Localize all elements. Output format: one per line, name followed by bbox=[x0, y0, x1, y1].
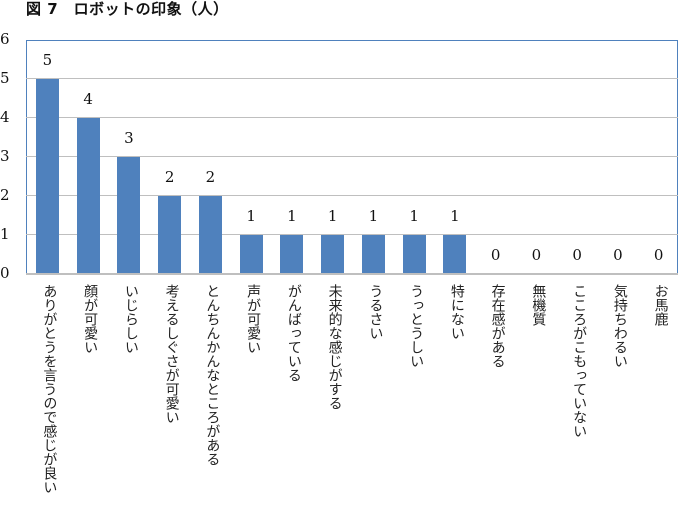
x-tick-label: 存在感がある bbox=[489, 284, 506, 368]
x-tick-label: 特にない bbox=[448, 284, 465, 340]
x-tick-label: いじらしい bbox=[122, 284, 139, 354]
x-tick-label: お馬鹿 bbox=[652, 284, 669, 326]
x-tick-label: 無機質 bbox=[530, 284, 547, 326]
chart-title: 図 7 ロボットの印象（人） bbox=[26, 0, 229, 18]
data-label: 1 bbox=[287, 207, 297, 225]
plot-area bbox=[26, 40, 678, 274]
x-axis-line bbox=[26, 273, 678, 275]
x-tick-label: 考えるしぐさが可愛い bbox=[163, 284, 180, 424]
bar bbox=[443, 235, 467, 273]
gridline bbox=[26, 195, 678, 196]
gridline bbox=[26, 234, 678, 235]
y-tick-label: 5 bbox=[0, 69, 10, 87]
y-tick-label: 0 bbox=[0, 264, 10, 282]
y-tick-label: 6 bbox=[0, 30, 10, 48]
bar bbox=[321, 235, 345, 273]
x-tick-label: うるさい bbox=[367, 284, 384, 340]
data-label: 1 bbox=[409, 207, 419, 225]
x-tick-label: 顔が可愛い bbox=[82, 284, 99, 354]
y-tick-label: 2 bbox=[0, 186, 10, 204]
x-tick-label: 気持ちわるい bbox=[611, 284, 628, 368]
data-label: 4 bbox=[83, 90, 93, 108]
data-label: 1 bbox=[327, 207, 338, 225]
gridline bbox=[26, 78, 678, 79]
data-label: 0 bbox=[653, 246, 664, 264]
data-label: 1 bbox=[368, 207, 379, 225]
bar bbox=[158, 196, 182, 273]
y-tick-label: 1 bbox=[0, 225, 10, 243]
x-tick-label: とんちんかんなところがある bbox=[204, 284, 221, 466]
data-label: 1 bbox=[450, 207, 460, 225]
gridline bbox=[26, 117, 678, 118]
data-label: 5 bbox=[42, 51, 53, 69]
gridline bbox=[26, 156, 678, 157]
bar bbox=[35, 79, 59, 273]
y-tick-label: 4 bbox=[0, 108, 10, 126]
x-tick-label: 声が可愛い bbox=[245, 284, 262, 354]
data-label: 2 bbox=[164, 168, 175, 186]
bar bbox=[361, 235, 385, 273]
x-tick-label: うっとうしい bbox=[408, 284, 425, 368]
bar bbox=[239, 235, 263, 273]
bar bbox=[76, 118, 100, 273]
data-label: 0 bbox=[572, 246, 582, 264]
data-label: 2 bbox=[205, 168, 216, 186]
data-label: 0 bbox=[531, 246, 542, 264]
bar bbox=[402, 235, 426, 273]
x-tick-label: 未来的な感じがする bbox=[326, 284, 343, 410]
data-label: 1 bbox=[246, 207, 256, 225]
x-tick-label: がんばっている bbox=[285, 284, 302, 382]
data-label: 0 bbox=[490, 246, 501, 264]
x-tick-label: こころがこもっていない bbox=[571, 284, 588, 438]
bar bbox=[198, 196, 222, 273]
data-label: 0 bbox=[613, 246, 623, 264]
x-tick-label: ありがとうを言うので感じが良い bbox=[41, 284, 58, 494]
y-tick-label: 3 bbox=[0, 147, 10, 165]
bar bbox=[280, 235, 304, 273]
data-label: 3 bbox=[124, 129, 134, 147]
bar bbox=[117, 157, 141, 273]
